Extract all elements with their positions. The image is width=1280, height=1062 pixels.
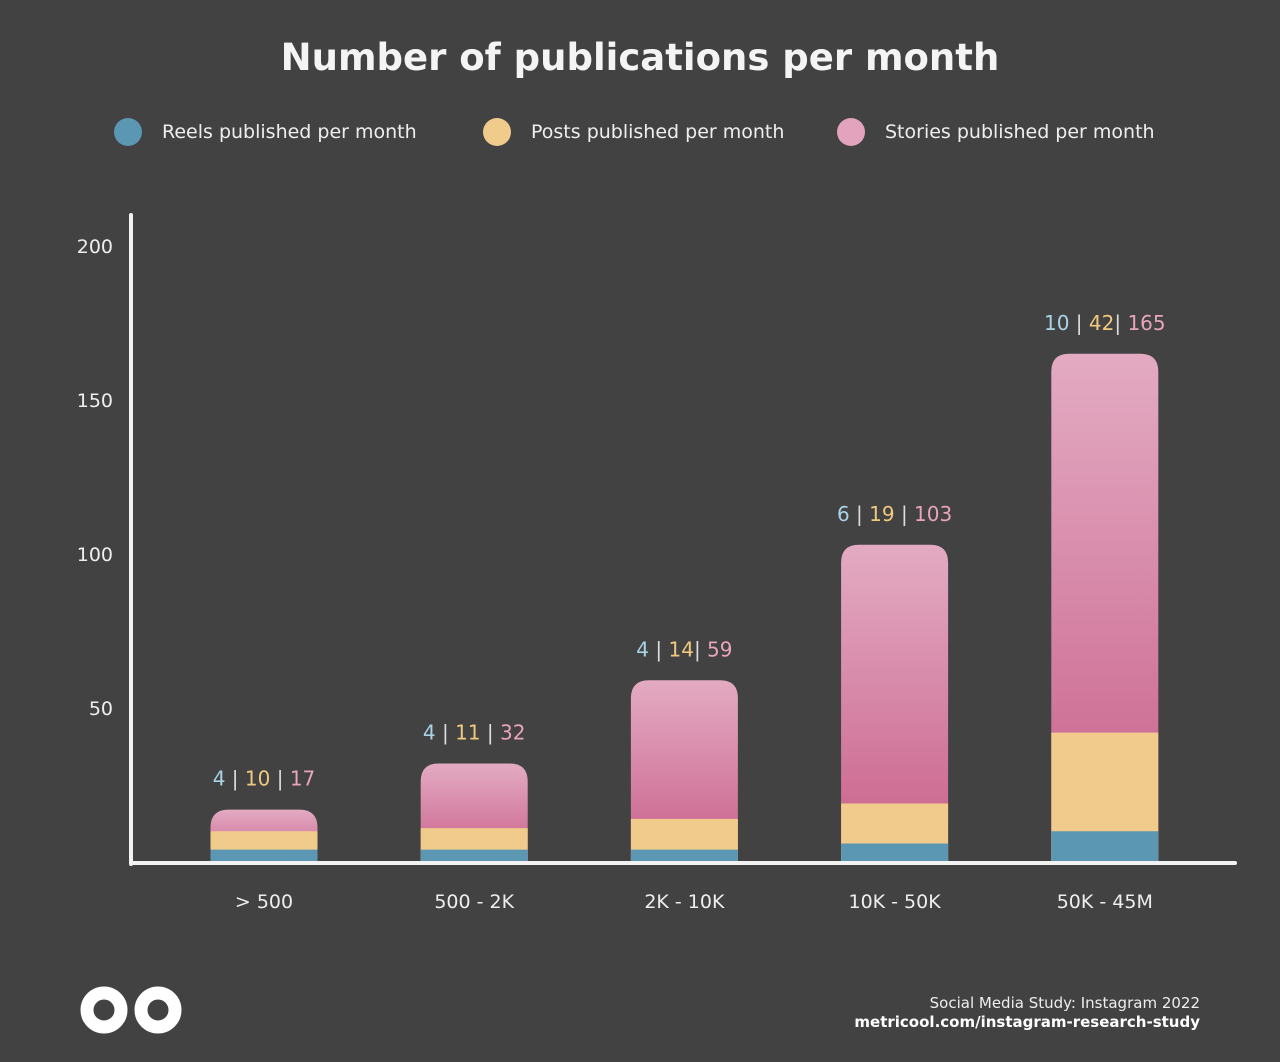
data-label-part: |	[1076, 311, 1083, 335]
data-label-part: 165	[1121, 311, 1166, 335]
legend-swatch	[837, 118, 865, 146]
data-label-part: |	[277, 767, 284, 791]
chart-title: Number of publications per month	[280, 36, 1000, 79]
y-tick-label: 100	[77, 544, 113, 566]
x-tick-label: > 500	[235, 891, 293, 913]
data-label: 4 | 10 | 17	[213, 767, 316, 791]
bar-stories	[841, 544, 949, 862]
data-label-part: 4	[213, 767, 232, 791]
legend-swatch	[114, 118, 142, 146]
y-tick-label: 200	[77, 236, 113, 258]
data-label: 4 | 11 | 32	[423, 720, 526, 744]
data-label-part: |	[901, 502, 908, 526]
bar-reels	[630, 849, 738, 862]
data-label-part: 19	[863, 502, 901, 526]
x-tick-label: 500 - 2K	[434, 891, 514, 913]
data-label: 4 | 14| 59	[636, 637, 732, 661]
data-label-part: 4	[636, 637, 655, 661]
y-tick-label: 50	[89, 698, 113, 720]
x-tick-label: 10K - 50K	[848, 891, 941, 913]
footer-study: Social Media Study: Instagram 2022	[929, 994, 1200, 1012]
bar-posts	[1051, 732, 1159, 862]
legend-label: Posts published per month	[531, 121, 785, 143]
data-label-part: |	[655, 637, 662, 661]
data-label-part: |	[856, 502, 863, 526]
data-label: 10 | 42| 165	[1044, 311, 1166, 335]
data-label-part: 4	[423, 720, 442, 744]
data-label-part: |	[694, 637, 701, 661]
bar-reels	[420, 849, 528, 862]
legend-label: Reels published per month	[162, 121, 417, 143]
data-label-part: 11	[449, 720, 487, 744]
bar-reels	[1051, 831, 1159, 862]
bar-reels	[210, 849, 318, 862]
data-label-part: |	[442, 720, 449, 744]
legend-item-stories: Stories published per month	[837, 118, 1155, 146]
data-label-part: 42	[1083, 311, 1115, 335]
bar-stories	[630, 680, 738, 862]
legend-item-reels: Reels published per month	[114, 118, 417, 146]
legend-item-posts: Posts published per month	[483, 118, 784, 146]
data-label-part: 59	[701, 637, 733, 661]
metricool-logo	[80, 986, 182, 1034]
legend-swatch	[483, 118, 511, 146]
data-label-part: |	[487, 720, 494, 744]
data-label-part: 17	[283, 767, 315, 791]
data-label: 6 | 19 | 103	[837, 502, 952, 526]
data-label-part: 103	[908, 502, 953, 526]
x-tick-label: 50K - 45M	[1057, 891, 1153, 913]
legend-label: Stories published per month	[885, 121, 1155, 143]
data-label-part: 6	[837, 502, 856, 526]
x-tick-label: 2K - 10K	[644, 891, 725, 913]
data-label-part: 10	[239, 767, 277, 791]
data-label-part: |	[1114, 311, 1121, 335]
data-label-part: |	[232, 767, 239, 791]
data-label-part: 32	[494, 720, 526, 744]
y-tick-label: 150	[77, 390, 113, 412]
footer-link[interactable]: metricool.com/instagram-research-study	[854, 1013, 1200, 1031]
data-label-part: 14	[662, 637, 694, 661]
data-label-part: 10	[1044, 311, 1076, 335]
bar-reels	[841, 843, 949, 862]
